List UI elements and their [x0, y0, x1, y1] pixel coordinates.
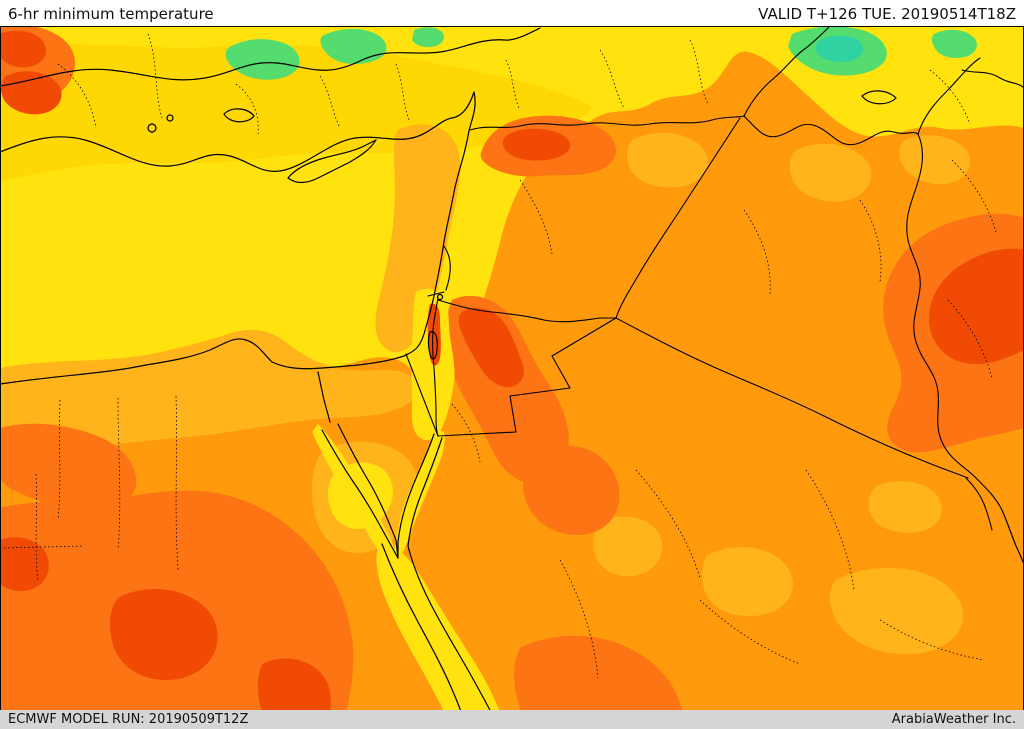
admin-line — [451, 403, 481, 463]
contour-blob — [458, 307, 524, 388]
admin-line — [117, 397, 121, 551]
turkey-syria-iraq-iran-border — [469, 115, 1003, 511]
kuwait-border — [965, 477, 993, 531]
admin-line — [57, 399, 61, 521]
page-title: 6-hr minimum temperature — [8, 5, 214, 23]
admin-line — [635, 469, 701, 579]
contour-blob — [0, 537, 49, 592]
lake-van-outline — [861, 90, 897, 105]
red-sea-arabian-shore — [407, 437, 501, 729]
cyprus-coastline — [287, 139, 377, 184]
footer-bar: ECMWF MODEL RUN: 20190509T12Z ArabiaWeat… — [0, 710, 1024, 729]
admin-line — [805, 469, 855, 591]
contour-blob — [0, 329, 418, 452]
contour-blob — [320, 28, 387, 64]
admin-line — [147, 33, 163, 119]
admin-line — [743, 209, 771, 295]
contour-blob — [502, 128, 571, 161]
admin-line — [319, 75, 341, 129]
contour-blob — [829, 567, 964, 655]
coastlines — [0, 27, 1024, 729]
gulf-of-aqaba-west-shore — [397, 433, 435, 559]
syria-iraq-border — [615, 117, 741, 319]
contour-blob — [868, 481, 942, 533]
contour-blob — [815, 35, 863, 63]
israel-egypt-border — [405, 353, 439, 437]
black-sea-coastline — [0, 27, 541, 87]
contour-red — [0, 30, 1024, 729]
contour-blob — [225, 39, 300, 80]
contour-blob — [523, 445, 620, 536]
attribution-label: ArabiaWeather Inc. — [891, 712, 1016, 727]
saudi-iraq-border — [615, 317, 969, 479]
contour-blob — [0, 423, 137, 511]
admin-line — [947, 299, 993, 379]
suez-canal-line — [317, 371, 331, 423]
contour-blob — [375, 124, 461, 353]
lake-egirdir-outline — [166, 114, 174, 122]
admin-line — [175, 395, 179, 571]
admin-line — [519, 179, 553, 255]
contour-teal — [815, 35, 863, 63]
admin-line — [699, 599, 801, 665]
contour-blob — [1, 71, 62, 115]
header-bar: 6-hr minimum temperature VALID T+126 TUE… — [0, 0, 1024, 26]
israel-lebanon-border — [427, 291, 445, 297]
jordan-saudi-border — [437, 317, 617, 437]
admin-line — [599, 49, 625, 109]
admin-line — [879, 619, 985, 661]
country-borders — [405, 25, 1024, 531]
admin-line — [859, 199, 882, 283]
armenia-azerbaijan-border — [961, 69, 1024, 89]
admin-boundaries-dotted — [0, 33, 997, 679]
mediterranean-levant-coastline — [0, 91, 476, 385]
contour-blob — [702, 547, 793, 617]
admin-line — [35, 473, 39, 583]
admin-line — [395, 63, 411, 123]
jordan-river-rift-border — [432, 297, 439, 437]
syria-jordan-border — [437, 299, 617, 323]
contour-blob — [928, 248, 1024, 365]
contour-blob — [931, 29, 977, 58]
contour-blob — [412, 27, 444, 48]
contour-blob — [0, 30, 47, 68]
contour-blob — [312, 424, 400, 563]
gulf-of-suez-east-shore — [337, 423, 399, 559]
turkey-caucasus-border — [743, 25, 831, 117]
gulf-of-suez-west-shore — [321, 429, 399, 559]
admin-line — [235, 83, 259, 135]
persian-gulf-coastline — [1001, 509, 1024, 565]
contour-blob — [514, 635, 686, 729]
contour-blob — [376, 544, 506, 729]
admin-line — [689, 39, 709, 105]
turkey-iran-border — [917, 57, 981, 135]
contour-blob — [789, 143, 872, 202]
valid-time-label: VALID T+126 TUE. 20190514T18Z — [758, 5, 1016, 23]
admin-line — [951, 159, 997, 233]
contour-blob — [627, 132, 708, 188]
lake-tuz-outline — [223, 108, 255, 123]
contour-green — [225, 26, 977, 80]
contour-blob — [899, 135, 970, 185]
sea-of-galilee-outline — [436, 293, 444, 301]
contour-blob — [593, 516, 663, 577]
lebanon-syria-border — [443, 245, 451, 291]
model-run-label: ECMWF MODEL RUN: 20190509T12Z — [8, 712, 249, 727]
lake-beysehir-outline — [147, 123, 157, 133]
admin-line — [505, 59, 521, 111]
contour-blob — [395, 430, 445, 560]
contour-blob — [109, 589, 218, 680]
dead-sea-outline — [427, 331, 438, 360]
